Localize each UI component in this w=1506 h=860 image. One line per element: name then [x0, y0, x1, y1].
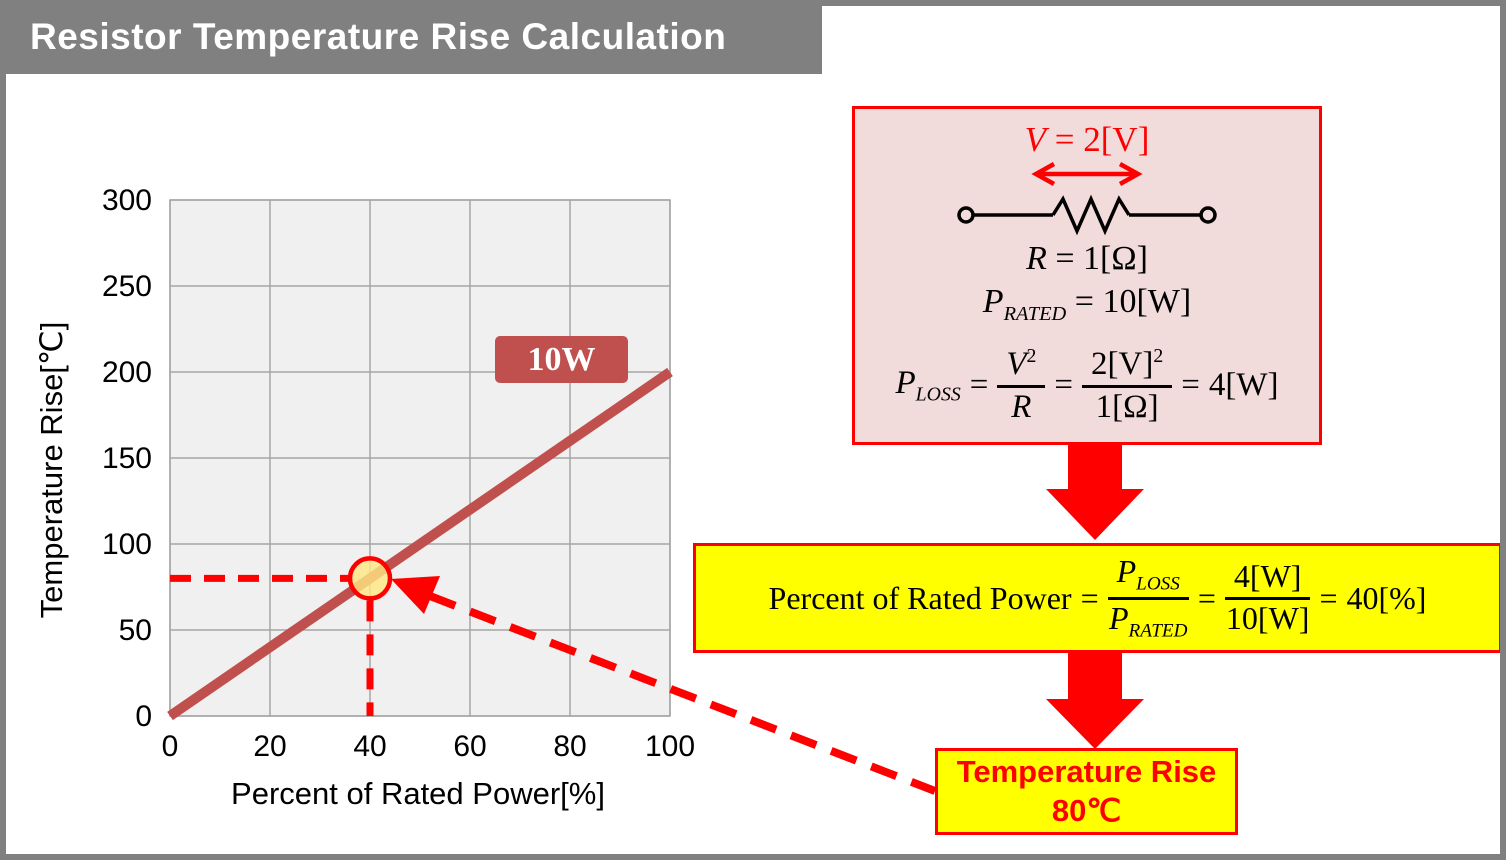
- y-tick-label: 250: [102, 270, 152, 303]
- tick-labels: 0 20 40 60 80 100 0 50 100 150 200 250 300: [102, 184, 695, 763]
- percent-result: 40[%]: [1346, 579, 1427, 616]
- x-tick-label: 100: [645, 730, 695, 763]
- y-tick-label: 150: [102, 442, 152, 475]
- percent-formula-box: Percent of Rated Power = PLOSS PRATED = …: [693, 543, 1502, 653]
- highlight-point: [347, 556, 393, 601]
- x-tick-label: 20: [253, 730, 286, 763]
- title-bar: Resistor Temperature Rise Calculation: [0, 0, 822, 74]
- down-arrow-icon: [1046, 653, 1144, 749]
- y-tick-label: 300: [102, 184, 152, 217]
- frame-border-bottom: [0, 854, 1506, 860]
- resistor-circuit-icon: [957, 194, 1217, 235]
- y-tick-label: 100: [102, 528, 152, 561]
- x-axis-label: Percent of Rated Power[%]: [231, 776, 605, 811]
- callout-connector: [391, 576, 937, 795]
- result-line1: Temperature Rise: [956, 753, 1217, 789]
- temperature-rise-result-box: Temperature Rise 80℃: [935, 748, 1238, 835]
- voltage-span-arrow-icon: [1031, 161, 1143, 186]
- result-line2: 80℃: [1051, 792, 1122, 828]
- x-tick-label: 40: [353, 730, 386, 763]
- frame-border-left: [0, 0, 6, 860]
- fraction-4w-over-10w: 4[W] 10[W]: [1224, 558, 1311, 636]
- y-axis-label: Temperature Rise[℃]: [34, 322, 69, 619]
- voltage-label: V = 2[V]: [1024, 120, 1150, 159]
- rated-power-label: PRATED = 10[W]: [982, 282, 1192, 325]
- circuit-panel: V = 2[V] R = 1[Ω] PRATED = 10[W] PLOSS =: [852, 106, 1322, 445]
- y-tick-label: 0: [135, 700, 152, 733]
- guide-dashed-lines: [170, 574, 374, 716]
- y-tick-label: 50: [119, 614, 152, 647]
- gridlines: [169, 199, 671, 717]
- percent-label: Percent of Rated Power: [768, 579, 1072, 616]
- callout-dashed-line: [428, 592, 937, 795]
- resistance-label: R = 1[Ω]: [1026, 239, 1148, 277]
- fraction-v2-over-r: V2 R: [997, 345, 1046, 426]
- fraction-ploss-over-prated: PLOSS PRATED: [1107, 553, 1189, 642]
- series-lines: [167, 367, 673, 721]
- callout-arrowhead-icon: [391, 576, 440, 614]
- series-label-text: 10W: [527, 340, 596, 378]
- frame-border-right: [1500, 0, 1506, 860]
- ploss-symbol: PLOSS: [895, 364, 961, 406]
- x-tick-label: 60: [453, 730, 486, 763]
- down-arrow-icon: [1046, 445, 1144, 540]
- fraction-2v2-over-1ohm: 2[V]2 1[Ω]: [1082, 345, 1173, 426]
- y-tick-label: 200: [102, 356, 152, 389]
- highlight-point-marker: [347, 556, 393, 601]
- power-loss-formula: PLOSS = V2 R = 2[V]2 1[Ω] = 4[W]: [895, 345, 1279, 426]
- x-tick-label: 0: [162, 730, 179, 763]
- series-label-10w: 10W: [495, 336, 628, 383]
- x-tick-label: 80: [553, 730, 586, 763]
- series-line-10w: [167, 367, 673, 721]
- page-title: Resistor Temperature Rise Calculation: [30, 16, 727, 57]
